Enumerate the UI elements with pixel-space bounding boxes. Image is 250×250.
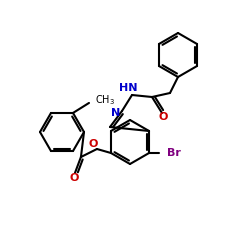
Text: N: N [112, 108, 120, 118]
Text: HN: HN [119, 83, 137, 93]
Text: Br: Br [167, 148, 181, 158]
Text: O: O [158, 112, 168, 122]
Text: O: O [69, 173, 79, 183]
Text: O: O [88, 139, 98, 149]
Text: CH$_3$: CH$_3$ [95, 93, 115, 107]
